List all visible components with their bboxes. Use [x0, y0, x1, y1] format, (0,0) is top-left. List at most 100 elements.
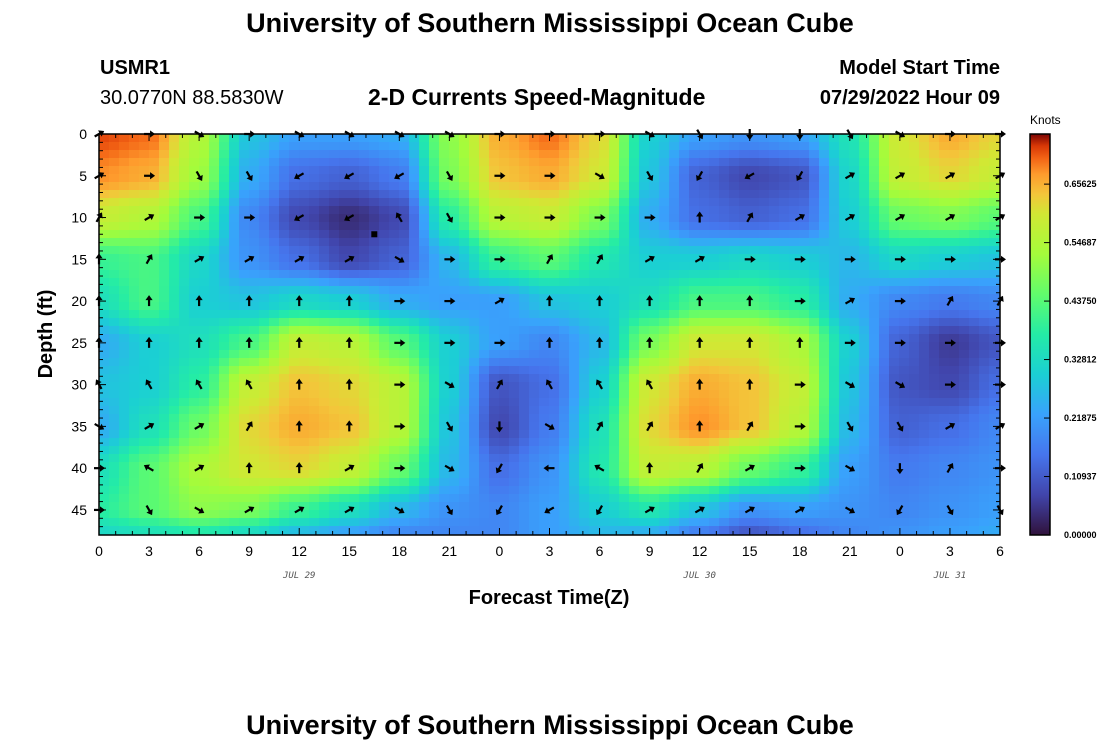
- heatmap-cell: [879, 470, 890, 479]
- current-vector-arrow: [145, 505, 153, 516]
- heatmap-cell: [489, 262, 500, 271]
- heatmap-cell: [879, 262, 890, 271]
- heatmap-cell: [139, 222, 150, 231]
- heatmap-cell: [679, 414, 690, 423]
- heatmap-cell: [779, 414, 790, 423]
- heatmap-cell: [279, 190, 290, 199]
- heatmap-cell: [549, 270, 560, 279]
- heatmap-cell: [659, 246, 670, 255]
- heatmap-cell: [759, 342, 770, 351]
- heatmap-cell: [319, 214, 330, 223]
- heatmap-cell: [959, 246, 970, 255]
- current-vector-arrow: [794, 464, 806, 472]
- heatmap-cell: [449, 350, 460, 359]
- heatmap-cell: [809, 278, 820, 287]
- heatmap-cell: [259, 414, 270, 423]
- heatmap-cell: [959, 142, 970, 151]
- heatmap-cell: [509, 166, 520, 175]
- heatmap-cell: [759, 502, 770, 511]
- heatmap-cell: [519, 158, 530, 167]
- heatmap-cell: [399, 374, 410, 383]
- heatmap-cell: [949, 230, 960, 239]
- heatmap-cell: [749, 422, 760, 431]
- heatmap-cell: [959, 214, 970, 223]
- heatmap-cell: [939, 206, 950, 215]
- current-vector-arrow: [494, 339, 506, 347]
- current-vector-arrow: [543, 464, 555, 472]
- heatmap-cell: [269, 374, 280, 383]
- heatmap-cell: [469, 358, 480, 367]
- heatmap-cell: [419, 390, 430, 399]
- heatmap-cell: [359, 454, 370, 463]
- heatmap-cell: [529, 318, 540, 327]
- heatmap-cell: [139, 318, 150, 327]
- heatmap-cell: [769, 526, 780, 535]
- heatmap-cell: [219, 430, 230, 439]
- heatmap-cell: [549, 246, 560, 255]
- current-vector-arrow: [345, 420, 353, 432]
- heatmap-cell: [569, 230, 580, 239]
- heatmap-cell: [109, 454, 120, 463]
- heatmap-cell: [929, 358, 940, 367]
- heatmap-cell: [559, 278, 570, 287]
- heatmap-cell: [369, 198, 380, 207]
- heatmap-cell: [639, 518, 650, 527]
- heatmap-cell: [439, 342, 450, 351]
- heatmap-cell: [969, 166, 980, 175]
- heatmap-cell: [819, 294, 830, 303]
- heatmap-cell: [589, 134, 600, 143]
- heatmap-cell: [109, 254, 120, 263]
- heatmap-cell: [439, 366, 450, 375]
- heatmap-cell: [899, 318, 910, 327]
- heatmap-cell: [429, 326, 440, 335]
- heatmap-cell: [179, 398, 190, 407]
- heatmap-cell: [629, 406, 640, 415]
- heatmap-cell: [299, 198, 310, 207]
- heatmap-cell: [719, 222, 730, 231]
- heatmap-cell: [149, 286, 160, 295]
- heatmap-cell: [799, 502, 810, 511]
- heatmap-cell: [309, 414, 320, 423]
- heatmap-cell: [539, 334, 550, 343]
- heatmap-cell: [939, 470, 950, 479]
- current-vector-arrow: [646, 462, 654, 474]
- heatmap-cell: [879, 278, 890, 287]
- heatmap-cell: [589, 374, 600, 383]
- heatmap-cell: [599, 454, 610, 463]
- heatmap-cell: [729, 446, 740, 455]
- heatmap-cell: [399, 198, 410, 207]
- current-vector-arrow: [946, 462, 954, 474]
- heatmap-cell: [429, 318, 440, 327]
- heatmap-cell: [319, 462, 330, 471]
- heatmap-cell: [639, 222, 650, 231]
- heatmap-cell: [919, 182, 930, 191]
- heatmap-cell: [759, 182, 770, 191]
- heatmap-cell: [139, 462, 150, 471]
- heatmap-cell: [149, 438, 160, 447]
- heatmap-cell: [679, 254, 690, 263]
- heatmap-cell: [259, 358, 270, 367]
- heatmap-cell: [719, 246, 730, 255]
- heatmap-cell: [99, 478, 110, 487]
- heatmap-cell: [619, 390, 630, 399]
- heatmap-cell: [529, 374, 540, 383]
- heatmap-cell: [789, 358, 800, 367]
- heatmap-cell: [759, 414, 770, 423]
- heatmap-cell: [959, 510, 970, 519]
- heatmap-cell: [389, 158, 400, 167]
- heatmap-cell: [859, 222, 870, 231]
- heatmap-cell: [559, 374, 570, 383]
- heatmap-cell: [649, 510, 660, 519]
- current-vector-arrow: [794, 422, 806, 430]
- heatmap-cell: [789, 246, 800, 255]
- heatmap-cell: [869, 254, 880, 263]
- heatmap-cell: [849, 318, 860, 327]
- heatmap-cell: [109, 166, 120, 175]
- heatmap-cell: [479, 358, 490, 367]
- heatmap-cell: [859, 166, 870, 175]
- heatmap-cell: [519, 358, 530, 367]
- heatmap-cell: [159, 518, 170, 527]
- heatmap-cell: [599, 478, 610, 487]
- heatmap-cell: [689, 422, 700, 431]
- heatmap-cell: [649, 342, 660, 351]
